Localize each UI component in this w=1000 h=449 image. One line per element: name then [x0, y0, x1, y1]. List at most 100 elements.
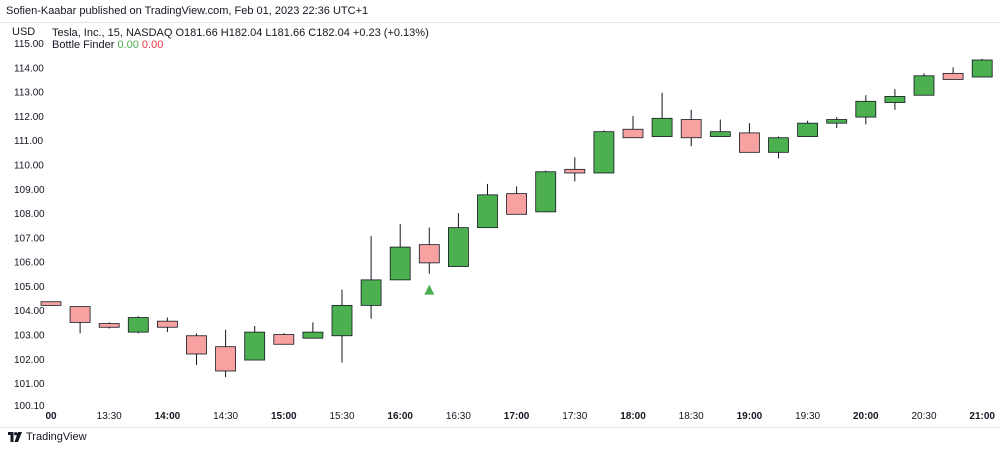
candle-up [535, 170, 557, 213]
candle-body [477, 194, 498, 229]
x-tick-label: 19:30 [795, 411, 820, 422]
y-tick-label: 108.00 [14, 209, 45, 220]
candle-body [739, 132, 760, 153]
candle-up [709, 119, 731, 137]
indicator-legend[interactable]: Bottle Finder 0.00 0.00 [52, 39, 163, 51]
candle-body [40, 301, 62, 306]
candle-up [826, 117, 848, 129]
publish-info: Sofien-Kaabar published on TradingView.c… [6, 5, 369, 17]
candle-body [360, 279, 382, 306]
candle-body [447, 227, 469, 267]
x-tick-label: 15:00 [271, 411, 297, 422]
signal-triangle-up [424, 284, 435, 295]
y-tick-label: 102.00 [14, 355, 45, 366]
candle-down [156, 317, 178, 333]
y-tick-label: 106.00 [14, 258, 45, 269]
candle-body [593, 131, 615, 174]
candle-body [69, 306, 91, 323]
candle-up [477, 183, 498, 229]
y-tick-label: 111.00 [14, 136, 44, 147]
low-value: L181.66 [265, 27, 306, 39]
candle-body [826, 119, 848, 124]
close-value: C182.04 [308, 27, 350, 39]
candle-body [913, 75, 935, 96]
y-tick-label: 115.00 [14, 39, 44, 50]
x-tick-label: 21:00 [969, 411, 995, 422]
candle-up [447, 213, 469, 267]
candle-up [360, 236, 382, 319]
x-tick-label: 20:00 [853, 411, 879, 422]
x-tick-label: 14:30 [213, 411, 238, 422]
candle-body [127, 317, 149, 333]
candle-up [913, 73, 935, 96]
x-tick-label: 20:30 [911, 411, 936, 422]
candle-up [127, 316, 149, 334]
x-tick-label: 16:30 [446, 411, 471, 422]
y-tick-label: 110.00 [14, 160, 44, 171]
candle-down [739, 123, 760, 153]
candle-up [302, 322, 324, 339]
candle-body [768, 137, 789, 153]
x-tick-label: 15:30 [329, 411, 354, 422]
indicator-value-1: 0.00 [117, 39, 139, 51]
candle-body [98, 323, 120, 328]
candle-body [942, 72, 964, 80]
candle-up [389, 224, 411, 281]
candle-down [680, 109, 702, 147]
y-tick-label: 109.00 [14, 185, 45, 196]
footer-brand: TradingView [26, 431, 87, 443]
x-tick-label: 17:30 [562, 411, 587, 422]
candle-down [622, 115, 644, 139]
candle-body [389, 246, 411, 281]
signals [424, 284, 435, 295]
candle-body [186, 335, 207, 355]
candle-body [855, 100, 877, 118]
candlestick-chart[interactable]: 115.00 114.00 113.00 112.00 111.00 110.00 109.… [0, 23, 1000, 427]
candle-up [651, 92, 673, 137]
candle-up [244, 326, 266, 361]
y-tick-label: 113.00 [14, 88, 44, 99]
candle-body [622, 128, 644, 139]
x-tick-label: 13:30 [97, 411, 122, 422]
candle-down [215, 329, 237, 378]
y-tick-label: 104.00 [14, 306, 45, 317]
y-tick-label: 112.00 [14, 112, 44, 123]
y-tick-label: 114.00 [14, 63, 44, 74]
symbol-legend[interactable]: Tesla, Inc., 15, NASDAQ O181.66 H182.04 … [52, 27, 429, 39]
candle-down [186, 333, 207, 365]
candle-body [244, 331, 266, 361]
candle-down [564, 157, 586, 182]
candle-up [971, 58, 993, 78]
candle-down [942, 67, 964, 80]
currency-label: USD [12, 26, 36, 38]
candle-up [331, 289, 353, 363]
candle-body [156, 320, 178, 328]
candle-down [98, 322, 120, 329]
x-tick-label: 00 [45, 411, 57, 422]
change-value: +0.23 (+0.13%) [352, 27, 429, 39]
footer: TradingView [8, 431, 87, 443]
x-tick-label: 18:30 [679, 411, 704, 422]
candle-body [797, 122, 818, 137]
candle-body [709, 131, 731, 137]
chart-area[interactable]: 115.00 114.00 113.00 112.00 111.00 110.00 109.… [0, 22, 1000, 428]
y-tick-label: 100.10 [14, 401, 45, 412]
candle-body [884, 96, 906, 103]
y-tick-label: 103.00 [14, 331, 45, 342]
candle-down [40, 301, 62, 306]
candle-up [884, 89, 906, 110]
indicator-value-2: 0.00 [141, 39, 164, 51]
x-tick-label: 18:00 [620, 411, 646, 422]
candle-body [331, 304, 353, 337]
candle-up [593, 130, 615, 174]
x-tick-label: 14:00 [155, 411, 181, 422]
x-tick-label: 17:00 [504, 411, 530, 422]
candle-down [273, 333, 295, 345]
y-tick-label: 101.00 [14, 379, 45, 390]
y-tick-label: 105.00 [14, 282, 45, 293]
candle-body [215, 346, 237, 372]
candle-down [418, 227, 440, 274]
candle-up [768, 136, 789, 159]
candle-body [302, 331, 324, 339]
symbol-name: Tesla, Inc., 15, NASDAQ [52, 27, 173, 39]
